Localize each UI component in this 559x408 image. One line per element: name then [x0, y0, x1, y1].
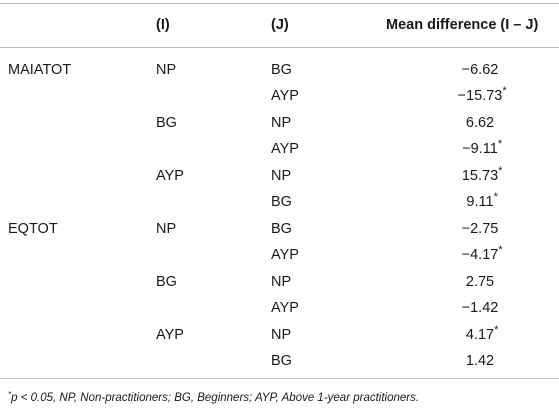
table-row: AYP −1.42 [0, 295, 559, 321]
footnote-text: p < 0.05, NP, Non-practitioners; BG, Beg… [11, 392, 420, 404]
table-row: BG 9.11 * [0, 189, 559, 215]
cell-group-i: NP [156, 62, 177, 78]
mean-difference-value: −2.75 [462, 221, 499, 237]
mean-difference-value: −4.17 * [461, 244, 503, 263]
mean-difference-value: −1.42 [462, 300, 499, 316]
mean-difference-number: −9.11 [462, 141, 498, 157]
cell-mean-difference: 15.73 * [428, 163, 532, 189]
cell-group-i: BG [156, 115, 177, 131]
cell-group-j: AYP [271, 300, 299, 316]
mean-difference-value: 2.75 [466, 274, 494, 290]
table-row: AYP −9.11 * [0, 136, 559, 162]
mean-difference-number: −1.42 [461, 300, 499, 316]
significance-marker: * [493, 191, 498, 203]
mean-difference-number: 4.17 [465, 327, 495, 343]
table-row: EQTOT NP BG −2.75 [0, 216, 559, 242]
table-row: AYP −15.73 * [0, 83, 559, 109]
mean-difference-value: 6.62 [466, 115, 494, 131]
mean-difference-number: −2.75 [461, 221, 499, 237]
table-bottom-rule [0, 378, 559, 379]
significance-marker: * [497, 138, 503, 150]
mean-difference-number: 9.11 [466, 194, 494, 210]
mean-difference-value: −15.73 * [457, 85, 507, 104]
mean-difference-number: −4.17 [461, 247, 499, 263]
mean-difference-value: 4.17 * [465, 324, 499, 343]
cell-mean-difference: 4.17 * [428, 322, 532, 348]
cell-group-j: NP [271, 115, 292, 131]
cell-mean-difference: −15.73 * [428, 83, 532, 109]
cell-mean-difference: 9.11 * [428, 189, 532, 215]
cell-group-j: NP [271, 327, 292, 343]
cell-group-i: AYP [156, 168, 184, 184]
cell-group-j: NP [271, 274, 292, 290]
cell-mean-difference: 1.42 [428, 348, 532, 374]
cell-group-j: AYP [271, 88, 299, 104]
cell-group-j: BG [271, 353, 292, 369]
header-mean-difference: Mean difference (I – J) [386, 17, 539, 33]
significance-marker: * [498, 165, 503, 177]
cell-measure: EQTOT [8, 221, 58, 237]
cell-group-i: BG [156, 274, 177, 290]
significance-marker: * [498, 244, 503, 256]
table-top-rule [0, 3, 559, 4]
table-row: BG NP 6.62 [0, 110, 559, 136]
header-i: (I) [156, 17, 170, 33]
mean-difference-number: 15.73 [461, 168, 499, 184]
cell-mean-difference: −1.42 [428, 295, 532, 321]
table-row: BG NP 2.75 [0, 269, 559, 295]
mean-difference-number: 2.75 [465, 274, 495, 290]
table-row: MAIATOT NP BG −6.62 [0, 57, 559, 83]
table-row: BG 1.42 [0, 348, 559, 374]
table-row: AYP −4.17 * [0, 242, 559, 268]
table-row: AYP NP 4.17 * [0, 322, 559, 348]
mean-difference-number: 6.62 [465, 115, 495, 131]
cell-mean-difference: −4.17 * [428, 242, 532, 268]
cell-mean-difference: −6.62 [428, 57, 532, 83]
mean-difference-number: −6.62 [461, 62, 499, 78]
mean-difference-value: −6.62 [462, 62, 499, 78]
cell-measure: MAIATOT [8, 62, 72, 78]
significance-marker: * [502, 85, 507, 97]
mean-difference-number: 1.42 [465, 353, 495, 369]
cell-group-j: BG [271, 62, 292, 78]
cell-group-i: NP [156, 221, 177, 237]
mean-difference-value: 15.73 * [461, 165, 503, 184]
cell-mean-difference: −9.11 * [428, 136, 532, 162]
cell-mean-difference: 6.62 [428, 110, 532, 136]
cell-group-j: AYP [271, 141, 299, 157]
cell-group-j: NP [271, 168, 292, 184]
table-header-rule [0, 47, 559, 48]
cell-group-j: AYP [271, 247, 299, 263]
header-j: (J) [271, 17, 289, 33]
cell-group-j: BG [271, 194, 292, 210]
mean-difference-value: 9.11 * [466, 191, 497, 210]
mean-difference-value: −9.11 * [462, 138, 502, 157]
table-footnote: *p < 0.05, NP, Non-practitioners; BG, Be… [8, 387, 419, 406]
cell-mean-difference: −2.75 [428, 216, 532, 242]
table-row: AYP NP 15.73 * [0, 163, 559, 189]
significance-marker: * [494, 324, 499, 336]
mean-difference-value: 1.42 [466, 353, 494, 369]
footnote-marker: * [8, 390, 12, 399]
mean-difference-number: −15.73 [457, 88, 503, 104]
cell-group-j: BG [271, 221, 292, 237]
cell-mean-difference: 2.75 [428, 269, 532, 295]
cell-group-i: AYP [156, 327, 184, 343]
